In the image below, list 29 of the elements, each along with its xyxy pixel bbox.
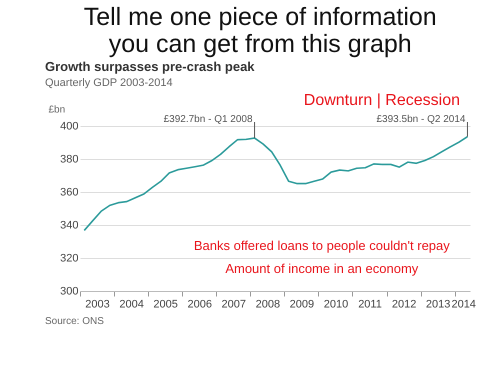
x-tick-label: 2014 [451,298,476,310]
annotation: Banks offered loans to people couldn't repay [194,238,450,253]
x-tick-label: 2007 [222,298,246,310]
x-tick-label: 2009 [290,298,314,310]
annotation: £392.7bn - Q1 2008 [164,114,253,125]
x-tick-label: 2008 [256,298,280,310]
x-tick-label: 2010 [324,298,348,310]
chart-subtitle: Quarterly GDP 2003-2014 [45,77,173,89]
y-tick-label: 300 [60,286,78,298]
y-tick-label: 360 [60,186,78,198]
x-tick-label: 2003 [85,298,110,310]
text: Tell me one piece of information you can get from this graph [84,3,437,58]
source-note: Source: ONS [45,316,104,327]
y-tick-label: 400 [60,120,78,132]
y-tick-label: 380 [60,154,78,166]
y-tick-label: 340 [60,220,78,232]
x-tick-label: 2006 [187,298,212,310]
x-tick-label: 2005 [153,298,178,310]
x-tick-label: 2012 [392,298,416,310]
x-tick-label: 2013 [426,298,450,310]
x-tick-label: 2011 [358,298,382,310]
chart-title: Growth surpasses pre-crash peak [45,59,256,74]
annotation: £393.5bn - Q2 2014 [376,114,466,125]
line-series [83,136,468,232]
x-tick-label: 2004 [119,298,144,310]
y-axis-title: £bn [48,104,66,116]
text: Downturn | Recession [304,92,460,109]
annotation: Amount of income in an economy [225,261,419,276]
y-tick-label: 320 [60,252,78,264]
